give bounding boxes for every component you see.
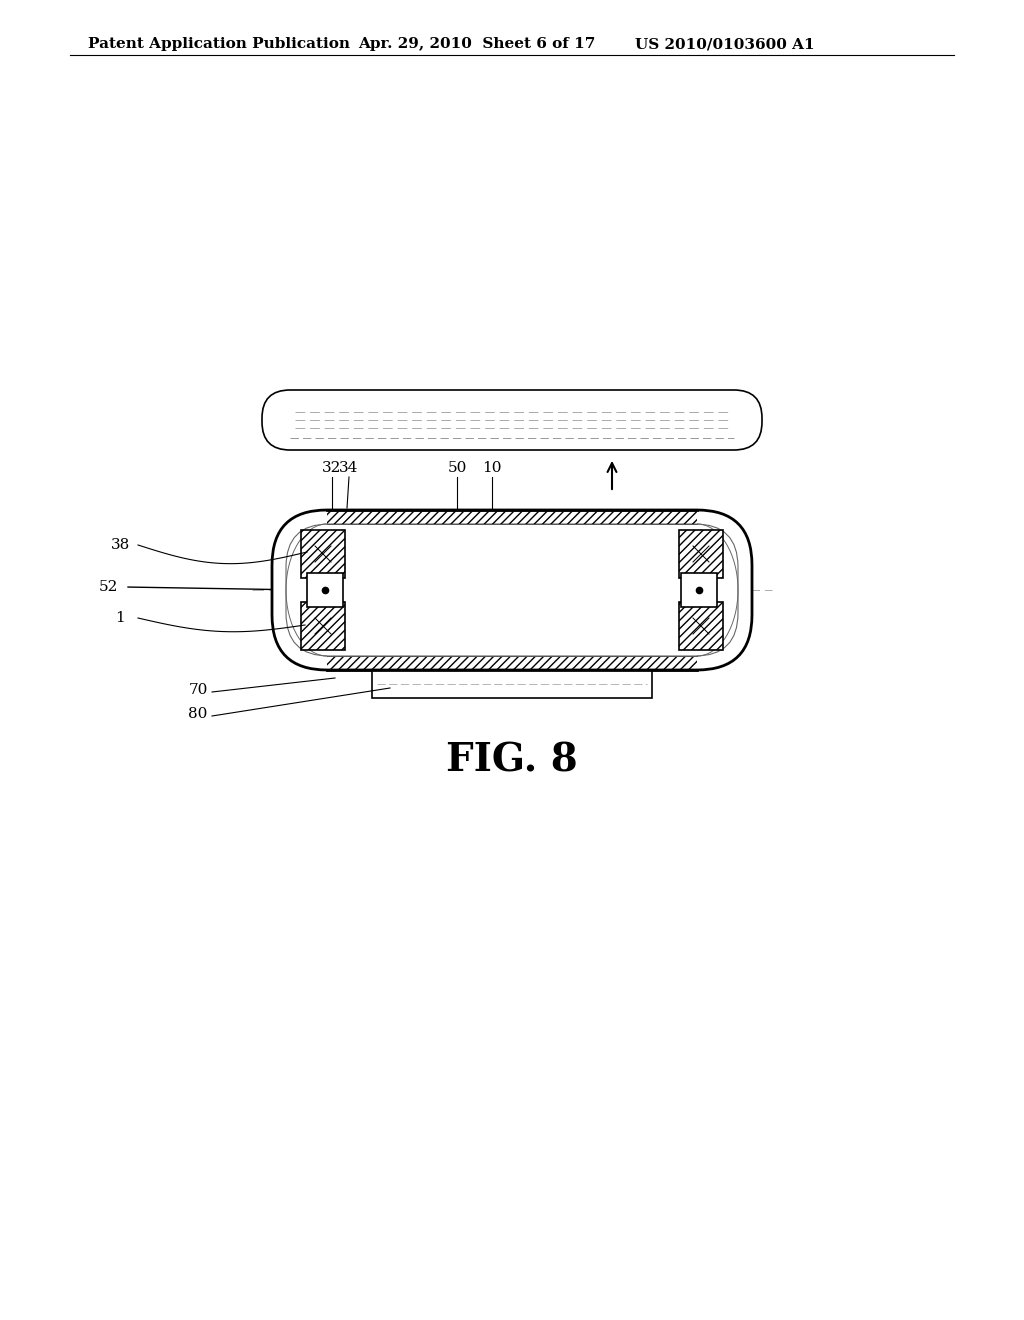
- Bar: [307, 573, 343, 607]
- Bar: [327, 656, 697, 671]
- Bar: [679, 531, 723, 578]
- Bar: [327, 510, 697, 524]
- Bar: [301, 531, 345, 578]
- Text: US 2010/0103600 A1: US 2010/0103600 A1: [635, 37, 815, 51]
- Text: FIG. 8: FIG. 8: [446, 741, 578, 779]
- Bar: [679, 602, 723, 649]
- Text: 50: 50: [447, 461, 467, 475]
- Bar: [301, 602, 345, 649]
- Bar: [372, 671, 652, 698]
- Text: Apr. 29, 2010  Sheet 6 of 17: Apr. 29, 2010 Sheet 6 of 17: [358, 37, 595, 51]
- Text: 34: 34: [339, 461, 358, 475]
- Text: 38: 38: [111, 539, 130, 552]
- FancyBboxPatch shape: [286, 524, 738, 656]
- FancyBboxPatch shape: [262, 389, 762, 450]
- Text: 1: 1: [115, 611, 125, 624]
- Text: 10: 10: [482, 461, 502, 475]
- Text: 32: 32: [323, 461, 342, 475]
- Text: 70: 70: [188, 682, 208, 697]
- Text: 52: 52: [98, 579, 118, 594]
- Text: Patent Application Publication: Patent Application Publication: [88, 37, 350, 51]
- Bar: [681, 573, 717, 607]
- Text: 80: 80: [188, 708, 208, 721]
- FancyBboxPatch shape: [272, 510, 752, 671]
